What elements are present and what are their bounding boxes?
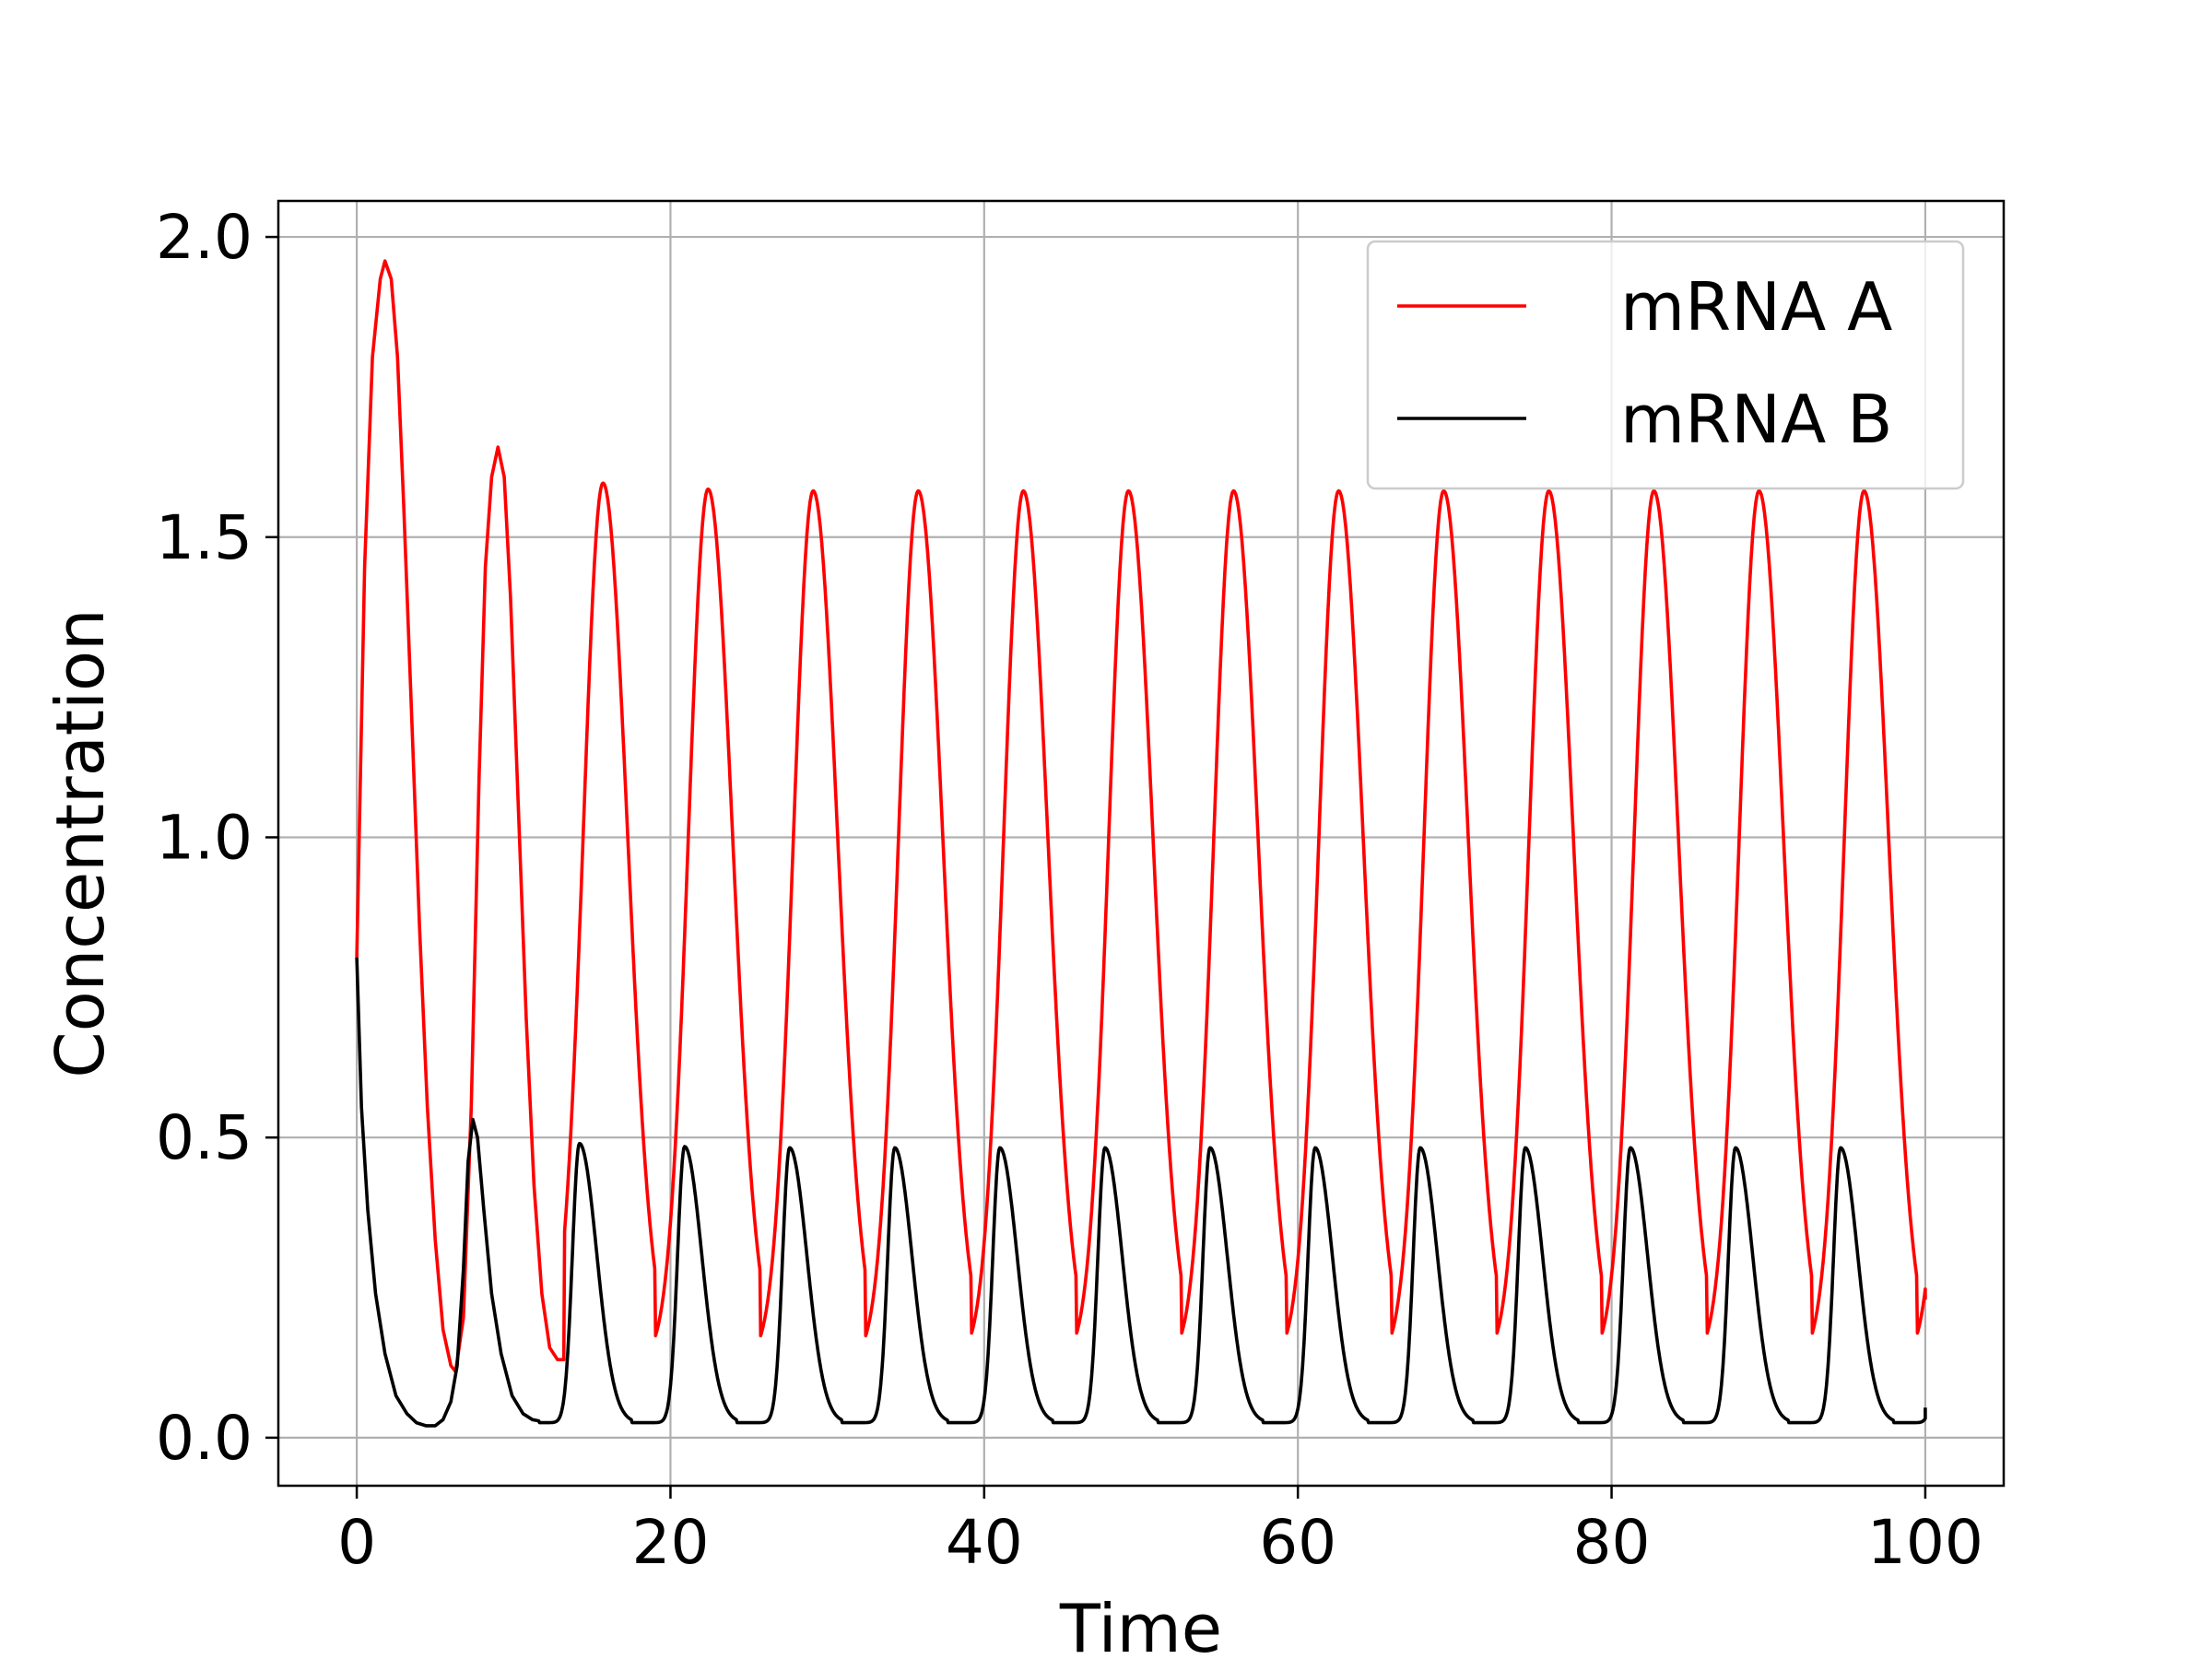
x-tick-label: 0 (337, 1507, 376, 1578)
y-tick-label: 1.0 (156, 802, 253, 873)
legend: mRNA A mRNA B (1366, 240, 1965, 490)
series-lines (355, 259, 1927, 1428)
x-tick-label: 40 (946, 1507, 1023, 1578)
legend-box (1366, 240, 1965, 490)
x-tick-label: 100 (1867, 1507, 1983, 1578)
y-tick-label: 0.0 (156, 1403, 253, 1474)
plot-area-frame (276, 199, 2006, 1488)
y-axis-label: Concentration (41, 608, 119, 1077)
grid-lines (278, 201, 2004, 1486)
legend-label: mRNA A (1620, 268, 1892, 346)
y-tick-label: 0.5 (156, 1102, 253, 1173)
legend-label: mRNA B (1620, 381, 1893, 458)
y-tick-label: 1.5 (156, 502, 253, 573)
series-line-mrna-b (355, 957, 1927, 1428)
x-axis-label: Time (1059, 1590, 1222, 1659)
series-line-mrna-a (355, 259, 1927, 1373)
y-tick-label: 2.0 (156, 202, 253, 273)
axis-ticks: 0 20 40 60 80 100 0.0 0.5 1.0 1.5 2.0 (156, 202, 1983, 1578)
x-tick-label: 20 (631, 1507, 709, 1578)
x-tick-label: 60 (1259, 1507, 1336, 1578)
x-tick-label: 80 (1573, 1507, 1651, 1578)
